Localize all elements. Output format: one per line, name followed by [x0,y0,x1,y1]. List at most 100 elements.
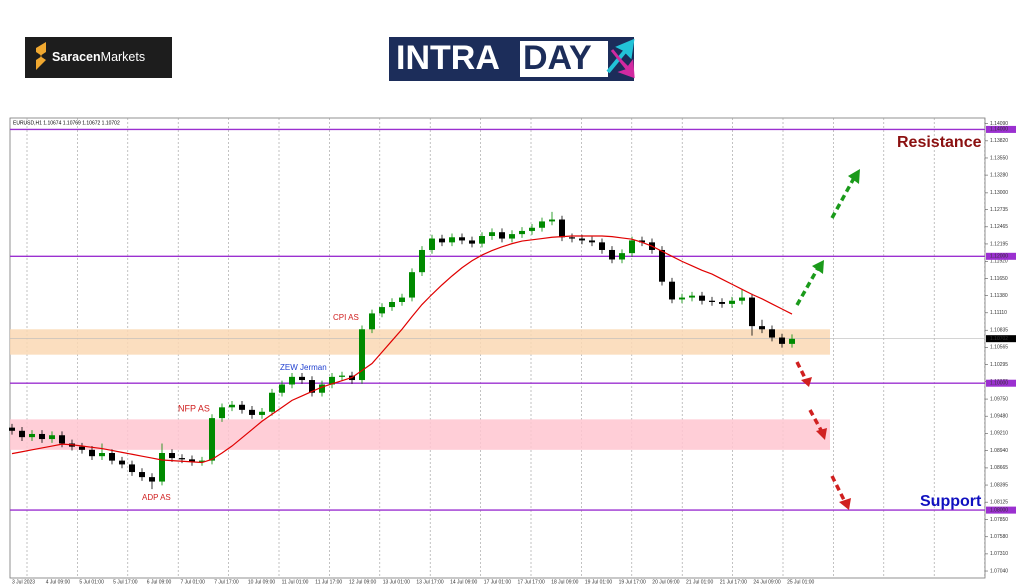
arrow-head [801,377,812,387]
arrow-head [816,428,827,440]
candle-body [209,418,215,461]
x-tick-label: 11 Jul 17:00 [315,579,342,585]
candle-body [479,236,485,244]
x-tick-label: 25 Jul 01:00 [787,579,814,585]
candle-body [279,384,285,393]
candle-body [329,376,335,385]
candle-body [389,302,395,308]
y-tick-label: 1.13820 [990,138,1008,144]
x-tick-label: 21 Jul 17:00 [720,579,747,585]
y-tick-label: 1.13550 [990,155,1008,161]
candle-body [229,404,235,408]
candle-body [79,446,85,450]
x-tick-label: 20 Jul 09:00 [652,579,679,585]
candle-body [709,300,715,302]
candle-body [449,237,455,243]
y-tick-label: 1.08665 [990,465,1008,471]
y-tick-label: 1.09750 [990,396,1008,402]
resistance-label: Resistance [897,134,982,151]
arrow-down-icon [610,49,635,79]
x-tick-label: 7 Jul 17:00 [214,579,239,585]
y-tick-label: 1.12465 [990,224,1008,230]
arrow [808,409,824,433]
candle-body [769,329,775,338]
candle-body [369,313,375,330]
x-tick-label: 6 Jul 09:00 [147,579,172,585]
y-tick-label: 1.07310 [990,551,1008,557]
logo-box [25,37,172,78]
y-tick-label: 1.07580 [990,534,1008,540]
banner-right-box [520,41,608,77]
candle-body [469,240,475,244]
y-tick-label: 1.09210 [990,431,1008,437]
candle-body [629,240,635,254]
y-tick-label: 1.11920 [990,259,1008,265]
saracen-logo: SaracenMarkets [25,37,172,78]
level-label: 1.10000 [990,381,1008,387]
candle-body [149,477,155,482]
arrow [795,361,808,381]
plot-area [9,117,988,579]
candle-body [259,411,265,415]
candle-body [219,407,225,419]
candle-body [139,472,145,478]
x-tick-label: 10 Jul 09:00 [248,579,275,585]
candle-body [599,242,605,250]
candle-body [9,427,15,431]
candle-body [289,376,295,385]
zone [10,419,830,450]
logo-icon [36,42,46,70]
y-tick-label: 1.07850 [990,517,1008,523]
level-label: 1.08000 [990,507,1008,513]
symbol-label: EURUSD,H1 1.10674 1.10769 1.10672 1.1070… [13,120,120,126]
candle-body [419,249,425,273]
candle-body [609,249,615,260]
candle-body [309,380,315,393]
y-tick-label: 1.13280 [990,172,1008,178]
y-tick-label: 1.12195 [990,241,1008,247]
price-label-box [986,335,1016,343]
arrow-head [839,498,851,510]
candle-body [569,237,575,239]
candle-body [109,453,115,461]
y-tick-label: 1.07040 [990,568,1008,574]
candle-body [729,300,735,304]
x-tick-label: 13 Jul 17:00 [416,579,443,585]
zone [10,329,830,355]
arrow [795,267,820,306]
y-tick-label: 1.12735 [990,207,1008,213]
banner-left: INTRA [396,39,500,77]
brand-bold: Saracen [52,50,101,64]
level-label-box [986,252,1016,260]
candle-body [639,240,645,243]
candle-body [679,297,685,300]
x-tick-label: 5 Jul 17:00 [113,579,138,585]
candle-body [249,409,255,415]
candle-body [29,433,35,438]
candle-body [739,297,745,301]
x-tick-label: 17 Jul 17:00 [518,579,545,585]
candle-body [699,295,705,301]
candle-body [159,453,165,482]
arrow-heads [801,169,860,510]
level-label-box [986,379,1016,387]
candle-body [409,272,415,298]
candle-body [269,392,275,412]
candle-body [89,449,95,457]
support-label: Support [920,493,982,510]
x-tick-label: 4 Jul 09:00 [46,579,71,585]
x-tick-label: 5 Jul 01:00 [79,579,104,585]
arrow [830,475,847,503]
candle-body [129,464,135,473]
x-tick-label: 19 Jul 17:00 [619,579,646,585]
candle-body [559,219,565,238]
price-label: 1.10702 [990,336,1008,342]
candle-body [59,435,65,444]
x-tick-label: 3 Jul 2023 [12,579,35,585]
candle-body [509,234,515,239]
y-tick-label: 1.11110 [990,310,1007,316]
candle-body [99,453,105,457]
candle-body [399,297,405,302]
